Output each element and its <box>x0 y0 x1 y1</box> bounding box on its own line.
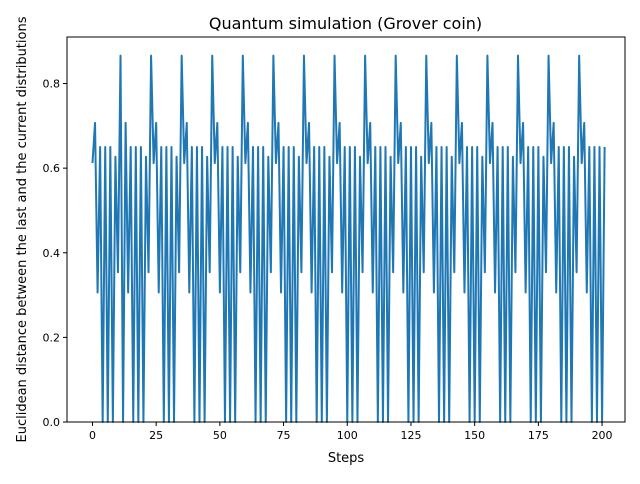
chart-title: Quantum simulation (Grover coin) <box>209 14 482 33</box>
x-tick-label: 25 <box>149 429 163 442</box>
x-tick-label: 125 <box>400 429 421 442</box>
y-tick-label: 0.4 <box>43 247 61 260</box>
x-axis-ticks: 0 25 50 75 100 125 150 175 200 <box>89 422 613 442</box>
x-tick-label: 200 <box>592 429 613 442</box>
x-tick-label: 50 <box>213 429 227 442</box>
y-tick-label: 0.6 <box>43 162 61 175</box>
y-axis-label: Euclidean distance between the last and … <box>15 16 30 442</box>
y-axis-ticks: 0.0 0.2 0.4 0.6 0.8 <box>43 78 67 429</box>
x-axis-label: Steps <box>328 451 365 466</box>
axes-frame <box>66 36 626 423</box>
y-tick-label: 0.2 <box>43 331 61 344</box>
x-tick-label: 0 <box>89 429 96 442</box>
plot-area <box>91 54 606 423</box>
x-tick-label: 175 <box>528 429 549 442</box>
y-tick-label: 0.0 <box>43 416 61 429</box>
y-tick-label: 0.8 <box>43 78 61 91</box>
x-tick-label: 100 <box>337 429 358 442</box>
series-line <box>91 54 606 423</box>
x-tick-label: 150 <box>464 429 485 442</box>
x-tick-label: 75 <box>277 429 291 442</box>
